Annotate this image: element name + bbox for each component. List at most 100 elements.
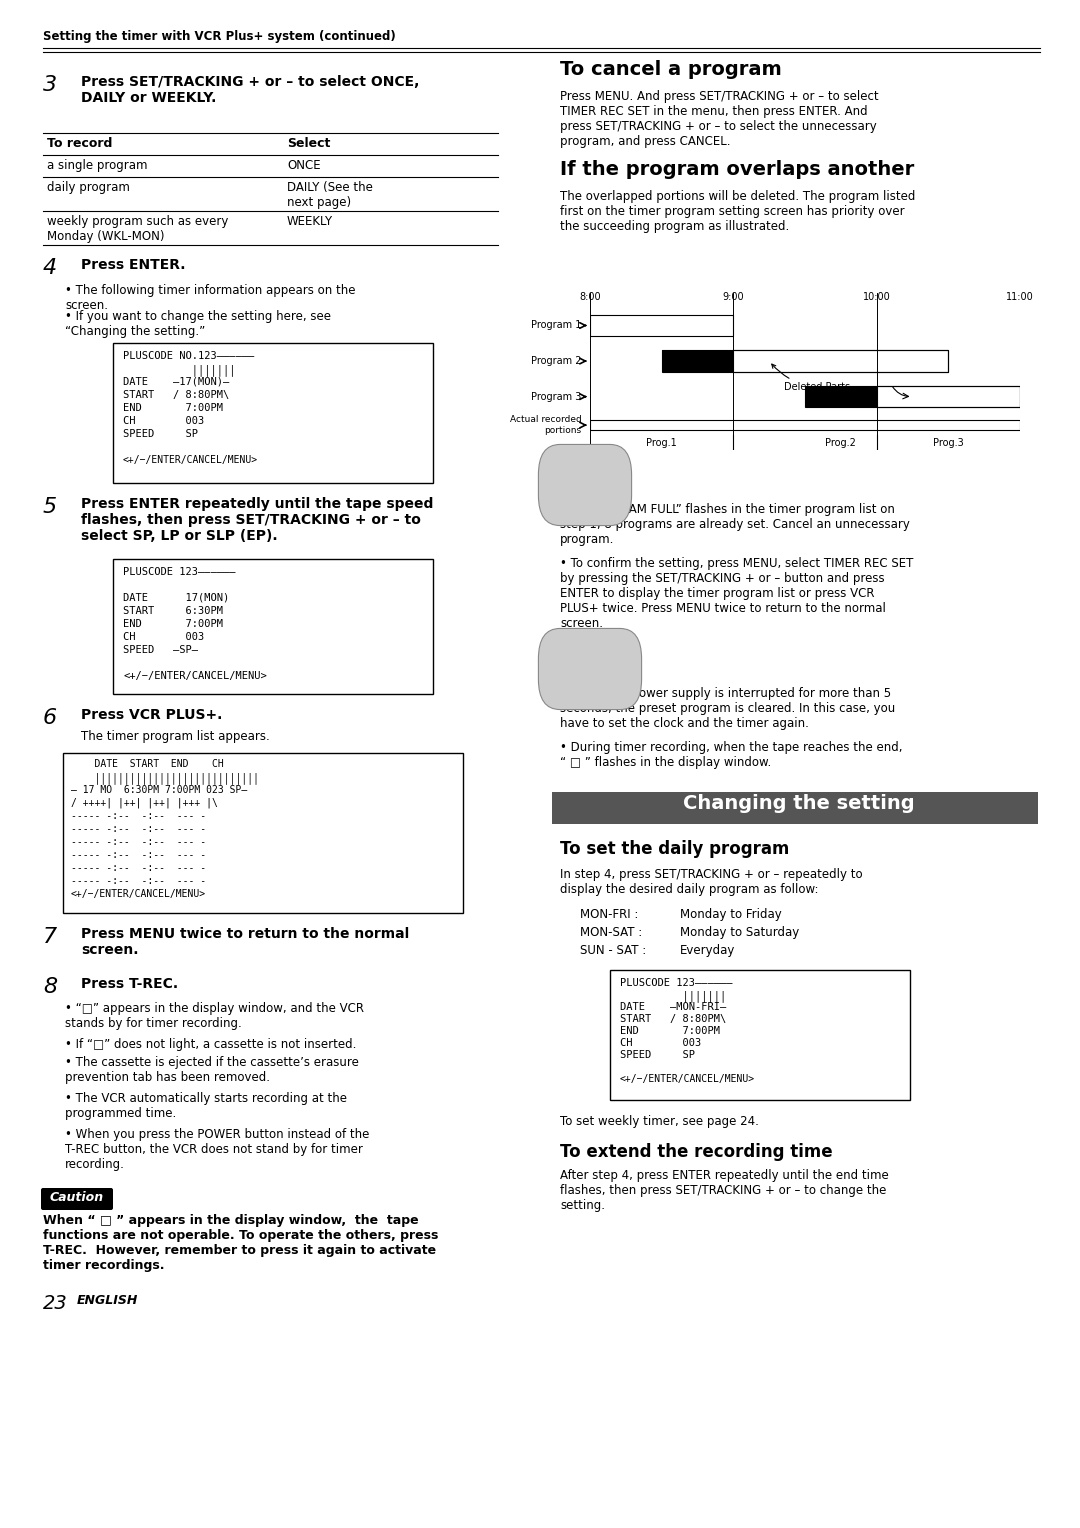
- Text: 8: 8: [43, 976, 57, 996]
- Text: • When you press the POWER button instead of the
T-REC button, the VCR does not : • When you press the POWER button instea…: [65, 1128, 369, 1170]
- Text: PLUSCODE NO.123––––––: PLUSCODE NO.123––––––: [123, 351, 254, 361]
- Text: 7: 7: [43, 927, 57, 947]
- Bar: [662, 350, 948, 371]
- Text: <+/−/ENTER/CANCEL/MENU>: <+/−/ENTER/CANCEL/MENU>: [620, 1074, 755, 1083]
- Text: WEEKLY: WEEKLY: [287, 215, 333, 228]
- Text: │││││││: │││││││: [620, 990, 726, 1002]
- Text: SUN - SAT :: SUN - SAT :: [580, 944, 646, 957]
- Bar: [63, 753, 463, 914]
- Text: ONCE: ONCE: [287, 159, 321, 173]
- Text: START   / 8:80PM\: START / 8:80PM\: [123, 390, 229, 400]
- Text: DATE      17(MON): DATE 17(MON): [123, 593, 229, 604]
- Bar: [590, 315, 733, 336]
- Text: Press SET/TRACKING + or – to select ONCE,
DAILY or WEEKLY.: Press SET/TRACKING + or – to select ONCE…: [81, 75, 419, 105]
- Text: ----- -:--  -:--  --- -: ----- -:-- -:-- --- -: [71, 850, 206, 860]
- Text: Setting the timer with VCR Plus+ system (continued): Setting the timer with VCR Plus+ system …: [43, 31, 395, 43]
- Text: Press ENTER repeatedly until the tape speed
flashes, then press SET/TRACKING + o: Press ENTER repeatedly until the tape sp…: [81, 497, 433, 544]
- Text: Prog.2: Prog.2: [825, 437, 856, 448]
- Text: 23: 23: [43, 1294, 68, 1313]
- Text: PLUSCODE 123––––––: PLUSCODE 123––––––: [123, 567, 235, 578]
- Text: Press T-REC.: Press T-REC.: [81, 976, 178, 992]
- Text: DATE    –17(MON)–: DATE –17(MON)–: [123, 377, 229, 387]
- Text: Press ENTER.: Press ENTER.: [81, 258, 186, 272]
- Text: • To confirm the setting, press MENU, select TIMER REC SET
by pressing the SET/T: • To confirm the setting, press MENU, se…: [561, 558, 914, 630]
- Text: 5: 5: [43, 497, 57, 516]
- Text: Select: Select: [287, 138, 330, 150]
- Text: 8:00: 8:00: [579, 292, 600, 303]
- Text: ENGLISH: ENGLISH: [77, 1294, 138, 1306]
- Bar: [113, 559, 433, 694]
- Bar: [877, 387, 1020, 408]
- Text: 9:00: 9:00: [723, 292, 744, 303]
- Text: Program 1: Program 1: [531, 321, 581, 330]
- Text: DATE    –MON-FRI–: DATE –MON-FRI–: [620, 1002, 726, 1012]
- Text: / ++++| |++| |++| |+++ |\: / ++++| |++| |++| |+++ |\: [71, 798, 218, 808]
- Text: • If you want to change the setting here, see
“Changing the setting.”: • If you want to change the setting here…: [65, 310, 330, 338]
- Text: 11:00: 11:00: [1007, 292, 1034, 303]
- Text: CH        003: CH 003: [123, 633, 204, 642]
- Bar: [610, 970, 910, 1100]
- Text: To cancel a program: To cancel a program: [561, 60, 782, 79]
- Text: Press MENU twice to return to the normal
screen.: Press MENU twice to return to the normal…: [81, 927, 409, 957]
- Text: Program 2: Program 2: [531, 356, 581, 367]
- Text: • If “□” does not light, a cassette is not inserted.: • If “□” does not light, a cassette is n…: [65, 1038, 356, 1051]
- Text: • When the power supply is interrupted for more than 5
seconds, the preset progr: • When the power supply is interrupted f…: [561, 688, 895, 730]
- Text: SPEED     SP: SPEED SP: [620, 1050, 696, 1060]
- Text: In step 4, press SET/TRACKING + or – repeatedly to
display the desired daily pro: In step 4, press SET/TRACKING + or – rep…: [561, 868, 863, 895]
- Text: Monday to Friday: Monday to Friday: [680, 908, 782, 921]
- Text: a single program: a single program: [48, 159, 148, 173]
- Text: CH        003: CH 003: [620, 1038, 701, 1048]
- Text: ----- -:--  -:--  --- -: ----- -:-- -:-- --- -: [71, 863, 206, 872]
- Bar: [113, 342, 433, 483]
- Text: SPEED     SP: SPEED SP: [123, 429, 198, 439]
- Text: • If “PROGRAM FULL” flashes in the timer program list on
step 1, 8 programs are : • If “PROGRAM FULL” flashes in the timer…: [561, 503, 909, 545]
- Text: ----- -:--  -:--  --- -: ----- -:-- -:-- --- -: [71, 837, 206, 847]
- Text: Press VCR PLUS+.: Press VCR PLUS+.: [81, 707, 222, 723]
- Text: <+/−/ENTER/CANCEL/MENU>: <+/−/ENTER/CANCEL/MENU>: [123, 455, 258, 465]
- Text: The timer program list appears.: The timer program list appears.: [81, 730, 270, 743]
- Text: • The cassette is ejected if the cassette’s erasure
prevention tab has been remo: • The cassette is ejected if the cassett…: [65, 1056, 359, 1083]
- Text: Everyday: Everyday: [680, 944, 735, 957]
- Text: • During timer recording, when the tape reaches the end,
“ □ ” flashes in the di: • During timer recording, when the tape …: [561, 741, 903, 769]
- FancyBboxPatch shape: [552, 792, 1038, 824]
- Text: To set the daily program: To set the daily program: [561, 840, 789, 859]
- Text: 10:00: 10:00: [863, 292, 891, 303]
- Text: To set weekly timer, see page 24.: To set weekly timer, see page 24.: [561, 1115, 759, 1128]
- Text: • “□” appears in the display window, and the VCR
stands by for timer recording.: • “□” appears in the display window, and…: [65, 1002, 364, 1030]
- Text: MON-SAT :: MON-SAT :: [580, 926, 643, 940]
- Text: │││││││: │││││││: [123, 364, 235, 376]
- Text: 3: 3: [43, 75, 57, 95]
- Text: Tips: Tips: [569, 477, 602, 490]
- Text: • The following timer information appears on the
screen.: • The following timer information appear…: [65, 284, 355, 312]
- Text: The overlapped portions will be deleted. The program listed
first on the timer p: The overlapped portions will be deleted.…: [561, 189, 916, 232]
- Text: Prog.1: Prog.1: [646, 437, 677, 448]
- Text: weekly program such as every
Monday (WKL-MON): weekly program such as every Monday (WKL…: [48, 215, 228, 243]
- Bar: [590, 420, 1020, 431]
- Text: END       7:00PM: END 7:00PM: [123, 403, 222, 413]
- Text: START     6:30PM: START 6:30PM: [123, 607, 222, 616]
- Text: <+/−/ENTER/CANCEL/MENU>: <+/−/ENTER/CANCEL/MENU>: [71, 889, 206, 898]
- Text: CH        003: CH 003: [123, 416, 204, 426]
- Text: – 17 MO  6:30PM 7:00PM 023 SP–: – 17 MO 6:30PM 7:00PM 023 SP–: [71, 785, 247, 795]
- Text: If the program overlaps another: If the program overlaps another: [561, 160, 915, 179]
- Text: DATE  START  END    CH: DATE START END CH: [71, 759, 224, 769]
- Text: END       7:00PM: END 7:00PM: [123, 619, 222, 630]
- Bar: [662, 350, 733, 371]
- Text: END       7:00PM: END 7:00PM: [620, 1025, 720, 1036]
- Text: Monday to Saturday: Monday to Saturday: [680, 926, 799, 940]
- Text: Notes: Notes: [567, 662, 612, 675]
- Text: After step 4, press ENTER repeatedly until the end time
flashes, then press SET/: After step 4, press ENTER repeatedly unt…: [561, 1169, 889, 1212]
- Text: Changing the setting: Changing the setting: [684, 795, 915, 813]
- Text: Program 3: Program 3: [531, 391, 581, 402]
- Text: START   / 8:80PM\: START / 8:80PM\: [620, 1015, 726, 1024]
- FancyBboxPatch shape: [41, 1187, 113, 1210]
- Text: Caution: Caution: [50, 1190, 104, 1204]
- Text: ││││││││││││││││││││││││││││: ││││││││││││││││││││││││││││: [71, 772, 259, 784]
- Text: 6: 6: [43, 707, 57, 727]
- Text: When “ □ ” appears in the display window,  the  tape
functions are not operable.: When “ □ ” appears in the display window…: [43, 1215, 438, 1271]
- Text: Actual recorded
portions: Actual recorded portions: [510, 416, 581, 435]
- Bar: [805, 387, 877, 408]
- Text: <+/−/ENTER/CANCEL/MENU>: <+/−/ENTER/CANCEL/MENU>: [123, 671, 267, 681]
- Text: SPEED   –SP–: SPEED –SP–: [123, 645, 198, 656]
- Text: Deleted Parts: Deleted Parts: [772, 364, 850, 393]
